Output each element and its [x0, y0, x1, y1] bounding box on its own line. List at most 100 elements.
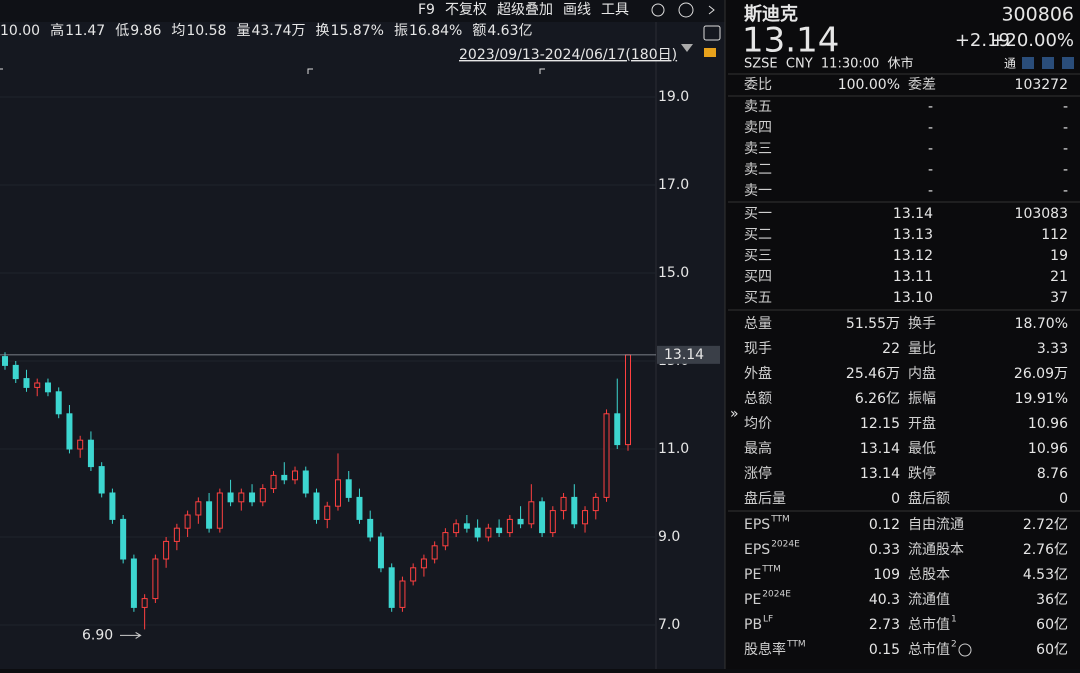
book-label: 买二	[744, 227, 772, 243]
book-volume: 103083	[1015, 206, 1068, 222]
panel-icon[interactable]	[1022, 57, 1034, 69]
stat-label: 涨停	[744, 465, 772, 482]
stat-value: 60亿	[1036, 642, 1068, 658]
quote-value: 43.74万	[251, 23, 305, 39]
price: 13.14	[742, 21, 839, 61]
stat-sup: LF	[763, 615, 773, 625]
stat-label: PB	[744, 617, 762, 633]
candle-body	[463, 523, 470, 529]
book-label: 卖二	[744, 162, 772, 178]
book-label: 卖一	[744, 183, 772, 199]
stat-label: 外盘	[744, 365, 772, 382]
stat-label: 最低	[908, 441, 936, 457]
stat-label: 最高	[744, 440, 772, 457]
book-volume: 37	[1050, 290, 1068, 306]
candle-body	[34, 382, 41, 388]
y-tick-label: 7.0	[658, 617, 680, 633]
stat-value: 3.33	[1037, 341, 1068, 357]
stat-label: 跌停	[908, 465, 936, 482]
y-tick-label: 17.0	[658, 177, 689, 193]
candle-body	[517, 518, 524, 525]
panel-bg	[725, 0, 1080, 669]
stat-value: 60亿	[1036, 617, 1068, 633]
candle-body	[549, 510, 556, 534]
stat-value: 6.26亿	[855, 391, 900, 407]
book-volume: 112	[1041, 227, 1068, 243]
candle-body	[345, 479, 352, 498]
stat-sup: 2024E	[762, 590, 791, 600]
book-label: 买五	[744, 290, 772, 306]
stat-value: 2.72亿	[1023, 517, 1068, 533]
candle-body	[324, 505, 331, 520]
stat-label: EPS	[744, 517, 770, 533]
y-tick-label: 19.0	[658, 89, 689, 105]
candle-body	[528, 501, 535, 525]
last-price-label: 13.14	[664, 347, 704, 363]
chart-bg	[0, 0, 725, 669]
row-value: 103272	[1015, 77, 1068, 93]
toolbar-item[interactable]: 不复权	[445, 1, 487, 18]
stat-label: 振幅	[908, 391, 936, 407]
stat-value: 25.46万	[846, 366, 900, 382]
quote-label: 振	[394, 23, 408, 39]
toolbar-item[interactable]: 超级叠加	[497, 2, 553, 18]
quote-value: 10.58	[186, 23, 226, 39]
stat-sup: TTM	[770, 515, 790, 525]
book-price: 13.11	[893, 269, 933, 285]
stat-value: 0.15	[869, 642, 900, 658]
candle-body	[109, 492, 116, 520]
dropdown-icon[interactable]	[681, 44, 693, 52]
stat-value: 0.12	[869, 517, 900, 533]
stat-value: 0	[1059, 491, 1068, 507]
book-price: -	[928, 120, 933, 136]
candle-body	[410, 567, 417, 582]
stat-label: 总量	[744, 316, 772, 332]
candle-body	[227, 492, 234, 503]
stat-value: 2.73	[869, 617, 900, 633]
book-volume: -	[1063, 120, 1068, 136]
candle-body	[270, 474, 277, 490]
candle-body	[98, 466, 105, 494]
stat-label: 量比	[908, 341, 936, 357]
quote-label: 量	[236, 23, 250, 39]
stat-sup: TTM	[761, 565, 781, 575]
stat-value: 0.33	[869, 542, 900, 558]
candle-body	[474, 527, 481, 538]
quote-value: 4.63亿	[487, 23, 532, 39]
stat-value: 40.3	[869, 592, 900, 608]
stat-value: 18.70%	[1015, 316, 1068, 332]
stat-label: 自由流通	[908, 517, 964, 533]
candle-body	[216, 492, 223, 529]
candle-body	[66, 413, 73, 450]
stat-sup: 2024E	[771, 540, 800, 550]
row-label: 委差	[908, 77, 936, 93]
stat-value: 51.55万	[846, 316, 900, 332]
stat-label: 内盘	[908, 365, 936, 382]
collapse-icon[interactable]: »	[730, 406, 739, 422]
pct: +20.00%	[990, 30, 1074, 51]
candle-body	[367, 518, 374, 538]
candle-body	[281, 474, 288, 481]
stat-value: 36亿	[1036, 592, 1068, 608]
quote-value: 9.86	[130, 23, 161, 39]
date-range[interactable]: 2023/09/13-2024/06/17(180日)	[459, 47, 677, 63]
stat-label: 总市值	[908, 616, 950, 633]
stat-label: 股息率	[744, 641, 786, 658]
toolbar-item[interactable]: F9	[418, 2, 435, 18]
stat-label: 总股本	[908, 567, 950, 583]
panel-icon[interactable]	[1062, 57, 1074, 69]
stat-label: PE	[744, 567, 761, 583]
quote-label: 高	[50, 22, 64, 39]
stat-value: 12.15	[860, 416, 900, 432]
candle-body	[388, 567, 395, 608]
info-icon[interactable]	[958, 643, 972, 657]
stat-label: 现手	[744, 341, 772, 357]
book-label: 卖五	[744, 99, 772, 115]
toolbar-item[interactable]: 工具	[601, 2, 629, 18]
row-value: 100.00%	[838, 77, 900, 93]
candle-body	[55, 391, 62, 415]
panel-icon[interactable]	[1042, 57, 1054, 69]
candle-body	[431, 545, 438, 560]
toolbar-item[interactable]: 画线	[563, 2, 591, 18]
